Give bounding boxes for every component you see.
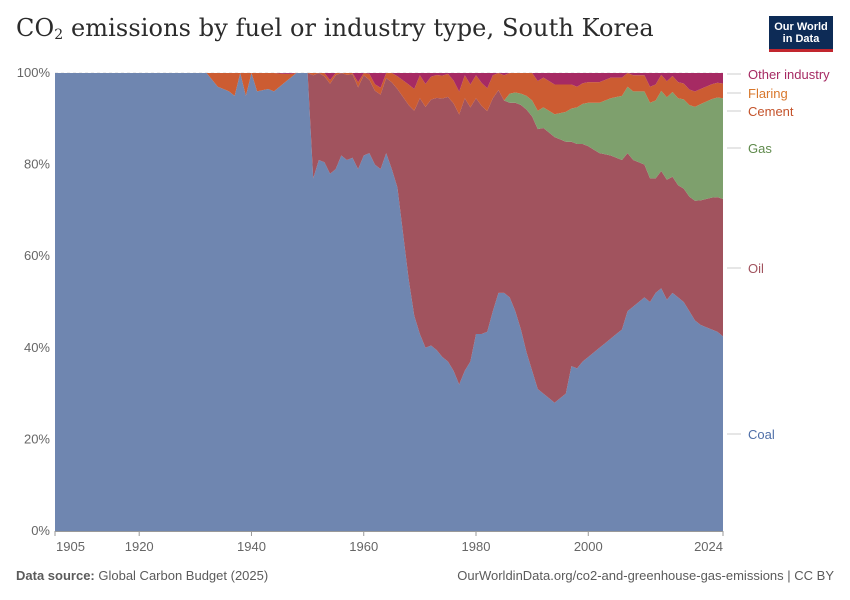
- area-oil[interactable]: [55, 73, 723, 403]
- x-tick-label: 2024: [694, 539, 723, 554]
- axes: 0% 20% 40% 60% 80% 100% 1905 1920 1940 1960 1980 20…: [17, 65, 724, 554]
- x-tick-label: 1940: [237, 539, 266, 554]
- chart-title: CO2 emissions by fuel or industry type, …: [16, 14, 654, 43]
- y-tick-label: 40%: [24, 340, 50, 355]
- area-gas[interactable]: [55, 73, 723, 201]
- legend-label-other[interactable]: Other industry: [748, 67, 830, 82]
- x-tick-label: 1905: [56, 539, 85, 554]
- data-source-value[interactable]: Global Carbon Budget (2025): [94, 568, 269, 583]
- legend-label-gas[interactable]: Gas: [748, 141, 772, 156]
- y-tick-label: 80%: [24, 157, 50, 172]
- x-tick-label: 2000: [574, 539, 603, 554]
- x-tick-label: 1980: [462, 539, 491, 554]
- logo-line-1: Our World: [774, 20, 828, 33]
- x-tick-label: 1960: [349, 539, 378, 554]
- area-coal[interactable]: [55, 73, 723, 531]
- logo-line-2: in Data: [782, 32, 820, 45]
- legend-label-cement[interactable]: Cement: [748, 104, 794, 119]
- legend: Coal Oil Gas Cement Flaring Other industry: [727, 67, 830, 442]
- y-tick-label: 100%: [17, 65, 51, 80]
- legend-label-flaring[interactable]: Flaring: [748, 86, 788, 101]
- x-tick-label: 1920: [125, 539, 154, 554]
- owid-logo[interactable]: Our World in Data: [769, 16, 833, 52]
- area-cement[interactable]: [55, 73, 723, 115]
- y-tick-label: 20%: [24, 431, 50, 446]
- data-source: Data source: Global Carbon Budget (2025): [16, 568, 269, 583]
- legend-label-oil[interactable]: Oil: [748, 261, 764, 276]
- legend-label-coal[interactable]: Coal: [748, 427, 775, 442]
- y-tick-label: 0%: [31, 523, 50, 538]
- area-series: [55, 73, 723, 531]
- source-url[interactable]: OurWorldinData.org/co2-and-greenhouse-ga…: [457, 568, 834, 583]
- y-tick-label: 60%: [24, 248, 50, 263]
- area-other[interactable]: [55, 73, 723, 92]
